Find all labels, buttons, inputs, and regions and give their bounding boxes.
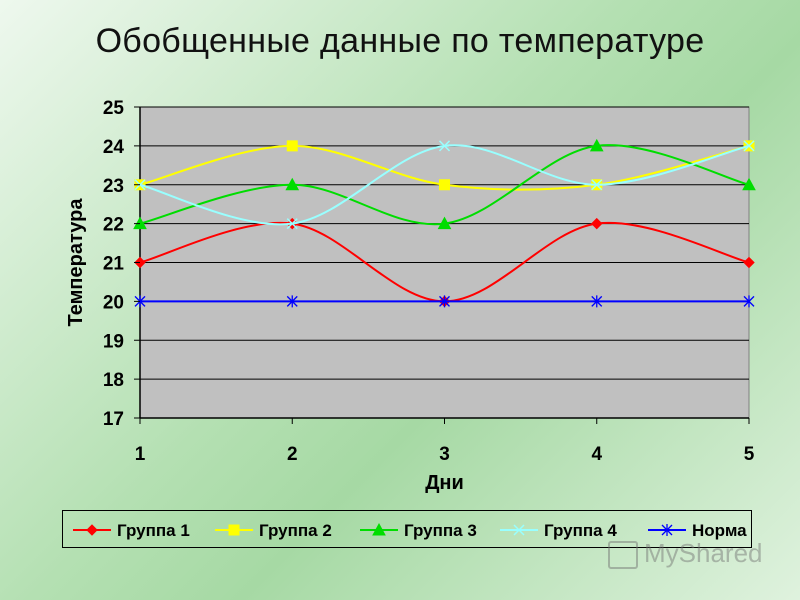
legend-marker [228, 524, 240, 536]
x-tick-label: 2 [287, 444, 298, 465]
page-title: Обобщенные данные по температуре [95, 22, 705, 60]
legend-marker [372, 522, 386, 536]
legend-label: Группа 3 [404, 521, 477, 540]
y-tick-label: 18 [103, 370, 124, 391]
data-point [438, 140, 451, 152]
x-axis-ticks: 1 2 3 4 5 [135, 418, 755, 465]
data-point [437, 216, 452, 230]
series-layer [133, 138, 756, 308]
marker-stroke [438, 140, 451, 152]
y-tick-label: 20 [103, 292, 124, 313]
watermark-text: MyShared [644, 538, 763, 568]
series-4 [134, 140, 755, 230]
x-tick-label: 5 [744, 444, 755, 465]
data-point [743, 295, 755, 308]
y-axis-title: Температура [65, 198, 87, 327]
x-axis-title: Дни [425, 472, 464, 494]
marker-stroke [743, 140, 755, 152]
data-point [591, 179, 603, 191]
legend-items: Группа 1 Группа 2 Группа 3 Группа 4 Норма [73, 521, 747, 540]
legend-marker [86, 524, 98, 536]
data-point [439, 295, 450, 308]
legend-item: Группа 3 [360, 521, 477, 540]
y-tick-label: 25 [103, 98, 125, 119]
y-tick-label: 24 [103, 137, 125, 158]
y-tick-label: 19 [103, 331, 124, 352]
data-point [589, 138, 604, 152]
data-point [743, 256, 755, 269]
data-point [591, 295, 603, 308]
data-point [742, 177, 756, 191]
data-point [439, 179, 450, 191]
legend-marker [513, 524, 525, 536]
y-tick-label: 22 [103, 215, 124, 236]
legend-label: Группа 4 [544, 521, 617, 540]
chart-legend: Группа 1 Группа 2 Группа 3 Группа 4 Норма [62, 510, 752, 548]
legend-label: Группа 2 [259, 521, 332, 540]
x-tick-label: 1 [135, 444, 146, 465]
presentation-icon [608, 541, 638, 570]
legend-item: Норма [648, 521, 747, 540]
y-tick-label: 23 [103, 176, 124, 197]
legend-marker [661, 524, 673, 536]
y-tick-label: 21 [103, 254, 125, 275]
x-tick-label: 4 [591, 444, 602, 465]
series-5 [134, 295, 755, 308]
legend-item: Группа 1 [73, 521, 190, 540]
data-point [591, 217, 603, 230]
y-tick-label: 17 [103, 409, 124, 430]
x-tick-label: 3 [439, 444, 450, 465]
legend-label: Группа 1 [117, 521, 190, 540]
marker-stroke [513, 524, 525, 536]
legend-item: Группа 4 [500, 521, 617, 540]
legend-label: Норма [692, 521, 747, 540]
watermark: MyShared [608, 538, 763, 570]
data-point [286, 218, 298, 230]
data-point [285, 177, 300, 191]
data-point [286, 295, 298, 308]
marker-stroke [591, 179, 603, 191]
data-point [743, 140, 755, 152]
data-point [286, 140, 298, 152]
marker-stroke [286, 218, 298, 230]
y-axis-ticks: 17 18 19 20 21 22 23 24 25 [103, 98, 140, 430]
legend-item: Группа 2 [215, 521, 332, 540]
